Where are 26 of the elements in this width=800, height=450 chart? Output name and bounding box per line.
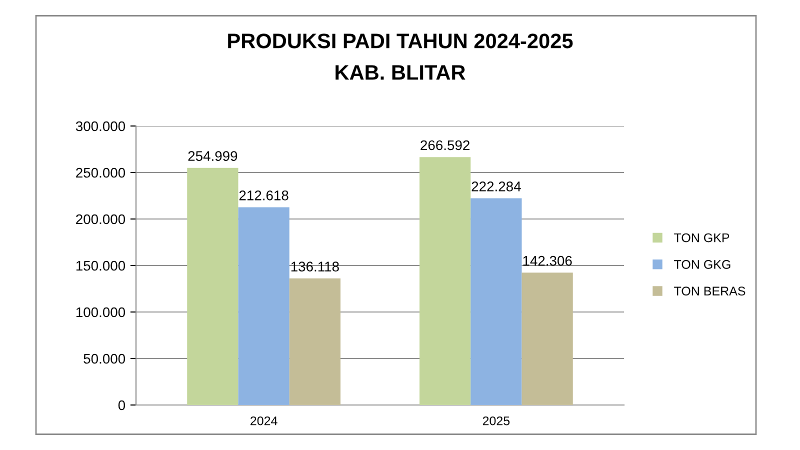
bar <box>187 168 238 405</box>
bar <box>470 198 522 405</box>
bar <box>420 157 471 405</box>
y-tick-label: 150.000 <box>76 260 126 271</box>
y-tick-label: 250.000 <box>76 168 126 178</box>
bar <box>522 272 573 405</box>
data-label: 266.592 <box>420 140 470 150</box>
data-label: 254.999 <box>188 151 238 161</box>
bar <box>289 278 340 405</box>
data-label: 142.306 <box>523 256 572 266</box>
y-tick-label: 50.000 <box>84 354 126 364</box>
bar <box>238 207 290 405</box>
data-label: 212.618 <box>239 190 288 200</box>
x-tick-label: 2025 <box>482 416 510 426</box>
data-label: 136.118 <box>291 262 339 272</box>
legend-label: TON BERAS <box>674 286 746 296</box>
x-tick-label: 2024 <box>250 416 278 426</box>
y-tick-label: 100.000 <box>76 307 126 318</box>
legend-label: TON GKG <box>674 260 730 269</box>
y-tick-label: 0 <box>118 400 126 410</box>
y-tick-label: 300.000 <box>76 121 126 132</box>
data-label: 222.284 <box>472 182 521 192</box>
chart-subtitle: KAB. BLITAR <box>336 65 466 80</box>
legend-label: TON GKP <box>674 233 730 242</box>
chart-title: PRODUKSI PADI TAHUN 2024-2025 <box>228 34 573 48</box>
y-tick-label: 200.000 <box>76 214 126 224</box>
